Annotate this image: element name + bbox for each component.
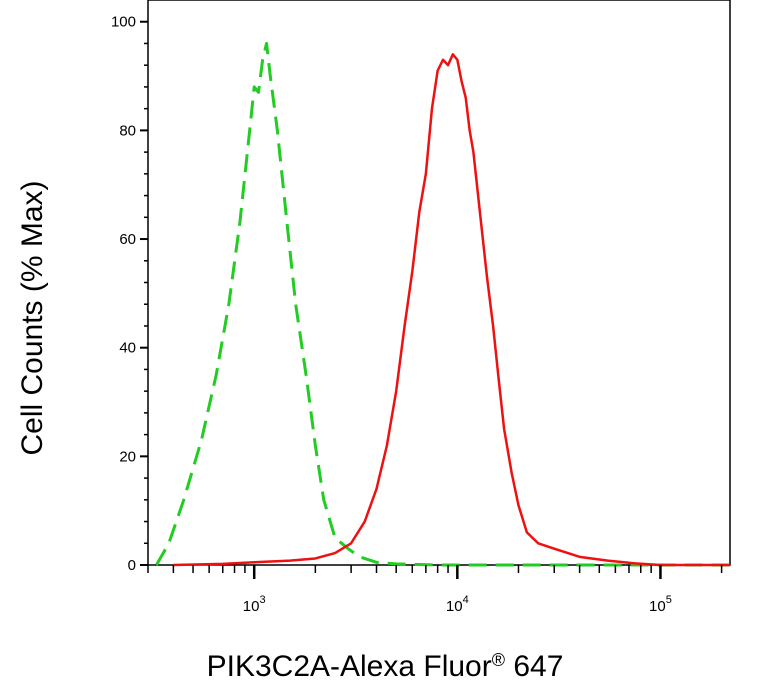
y-tick-label-4: 80 — [119, 122, 136, 139]
y-tick-label-3: 60 — [119, 231, 136, 248]
x-tick-label-base: 10 — [446, 598, 463, 615]
y-axis: 0 20 40 60 80 100 — [111, 14, 148, 574]
y-tick-label-2: 40 — [119, 340, 136, 357]
x-tick-label-exponent: 4 — [463, 594, 469, 606]
x-tick-label-exponent: 5 — [666, 594, 672, 606]
plot-frame — [147, 0, 731, 566]
x-axis-title-suffix: 647 — [505, 650, 563, 683]
x-tick-label-base: 10 — [243, 598, 260, 615]
y-tick-label-1: 20 — [119, 448, 136, 465]
x-axis: 103 104 105 — [147, 565, 723, 615]
y-axis-title: Cell Counts (% Max) — [16, 180, 49, 455]
x-axis-title: PIK3C2A-Alexa Fluor® 647 — [207, 650, 564, 683]
x-tick-label-base: 10 — [649, 598, 666, 615]
series-line-1 — [173, 53, 730, 567]
x-tick-label-exponent: 3 — [259, 594, 265, 606]
series-layer — [155, 41, 730, 567]
x-tick-label-0: 103 — [243, 594, 266, 615]
registered-mark: ® — [492, 650, 505, 670]
x-tick-label-1: 104 — [446, 594, 469, 615]
series-line-0 — [155, 41, 730, 567]
x-axis-title-main: PIK3C2A-Alexa Fluor — [207, 650, 492, 683]
y-tick-label-5: 100 — [111, 14, 136, 31]
x-tick-label-2: 105 — [649, 594, 672, 615]
y-tick-label-0: 0 — [128, 557, 136, 574]
